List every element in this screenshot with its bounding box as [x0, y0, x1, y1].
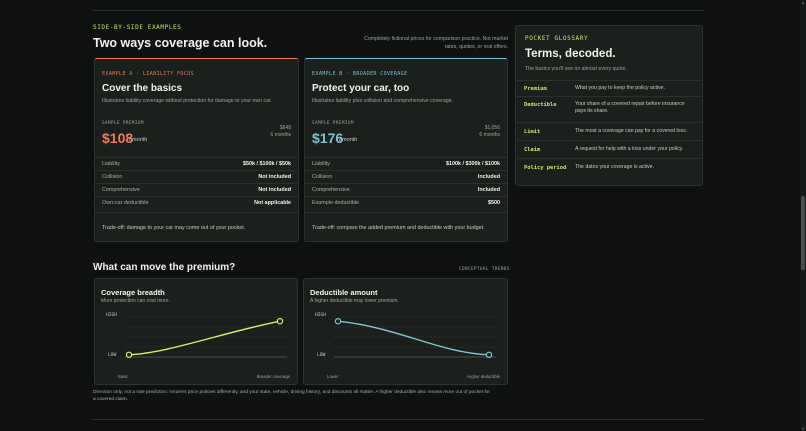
- glossary-item: Claim A request for help with a loss und…: [516, 140, 702, 158]
- premium-footnote: Direction only, not a rate prediction: i…: [93, 390, 490, 402]
- glossary-item: Limit The most a coverage can pay for a …: [516, 122, 702, 139]
- six-month-total: $648 6 months: [270, 125, 291, 138]
- card-tag: EXAMPLE A · LIABILITY FOCUS: [102, 71, 195, 77]
- price-period: / month: [339, 137, 358, 143]
- trend-start-point: [334, 318, 342, 325]
- y-axis-low-label: LOW: [317, 353, 326, 358]
- glossary-title: Terms, decoded.: [525, 48, 616, 60]
- glossary-definition: What you pay to keep the policy active.: [575, 85, 665, 91]
- top-divider: [93, 10, 704, 11]
- x-axis-end-label: Broader coverage: [256, 374, 290, 379]
- trend-plot: [125, 316, 287, 359]
- premium-section-title: What can move the premium?: [93, 262, 236, 273]
- card-subtitle: Illustrates liability plus collision and…: [312, 98, 453, 104]
- pocket-glossary: POCKET GLOSSARY Terms, decoded. The basi…: [515, 25, 703, 186]
- chart-title: Deductible amount: [310, 288, 378, 297]
- glossary-eyebrow: POCKET GLOSSARY: [525, 35, 589, 42]
- trend-end-point: [276, 318, 284, 325]
- monthly-price: $176: [312, 130, 344, 146]
- x-axis-start-label: Basic: [118, 374, 129, 379]
- card-subtitle: Illustrates liability coverage without p…: [102, 98, 272, 104]
- glossary-item: Premium What you pay to keep the policy …: [516, 80, 702, 96]
- price-period: / month: [129, 137, 148, 143]
- glossary-item: Policy period The dates your coverage is…: [516, 158, 702, 176]
- coverage-row: Example deductible $500: [305, 196, 507, 209]
- x-axis-end-label: Higher deductible: [467, 374, 500, 379]
- scroll-down-icon[interactable]: ▼: [801, 426, 805, 431]
- coverage-row: Comprehensive Not included: [95, 183, 298, 196]
- glossary-definition: The dates your coverage is active.: [575, 164, 655, 170]
- conceptual-trends-tag: CONCEPTUAL TRENDS: [459, 267, 510, 272]
- glossary-term: Premium: [524, 86, 547, 92]
- card-divider: [95, 212, 298, 213]
- card-title: Cover the basics: [102, 83, 183, 94]
- card-title: Protect your car, too: [312, 83, 410, 94]
- trade-off-note: Trade-off: damage to your car may come o…: [102, 225, 246, 231]
- trend-line: [128, 320, 281, 356]
- y-axis-high-label: HIGH: [315, 313, 327, 318]
- card-divider: [305, 212, 507, 213]
- coverage-row: Liability $50k / $100k / $50k: [95, 157, 298, 170]
- chart-title: Coverage breadth: [101, 288, 165, 297]
- scrollbar-thumb[interactable]: [801, 196, 805, 270]
- coverage-row: Liability $100k / $300k / $100k: [305, 157, 507, 170]
- trend-plot: [334, 316, 496, 359]
- coverage-row: Comprehensive Included: [305, 183, 507, 196]
- glossary-definition: Your share of a covered repair before in…: [575, 101, 685, 114]
- premium-label: SAMPLE PREMIUM: [102, 121, 144, 126]
- glossary-term: Policy period: [524, 165, 567, 171]
- trade-off-note: Trade-off: compare the added premium and…: [312, 225, 485, 231]
- glossary-definition: A request for help with a loss under you…: [575, 146, 684, 152]
- premium-label: SAMPLE PREMIUM: [312, 121, 354, 126]
- glossary-term: Limit: [524, 129, 541, 135]
- glossary-term: Deductible: [524, 102, 557, 108]
- y-axis-high-label: HIGH: [106, 313, 118, 318]
- section-eyebrow: SIDE-BY-SIDE EXAMPLES: [93, 24, 182, 31]
- trend-start-point: [125, 351, 133, 359]
- six-month-total: $1,056 6 months: [479, 125, 500, 138]
- chart-subtitle: More protection can cost more.: [101, 298, 170, 304]
- deductible-amount-chart: Deductible amount A higher deductible ma…: [303, 278, 508, 385]
- trend-end-point: [485, 351, 493, 359]
- glossary-term: Claim: [524, 147, 541, 153]
- coverage-row: Own-car deductible Not applicable: [95, 196, 298, 209]
- x-axis-start-label: Lower: [327, 374, 339, 379]
- coverage-row: Collision Included: [305, 170, 507, 183]
- scroll-up-icon[interactable]: ▲: [801, 0, 805, 5]
- bottom-divider: [93, 419, 704, 420]
- section-title: Two ways coverage can look.: [93, 36, 268, 50]
- coverage-breadth-chart: Coverage breadth More protection can cos…: [94, 278, 298, 385]
- monthly-price: $108: [102, 130, 134, 146]
- glossary-subtitle: The basics you'll see on almost every qu…: [525, 66, 627, 72]
- trend-line: [337, 320, 490, 356]
- example-card-a: EXAMPLE A · LIABILITY FOCUS Cover the ba…: [94, 58, 299, 242]
- card-tag: EXAMPLE B · BROADER COVERAGE: [312, 71, 408, 77]
- glossary-item: Deductible Your share of a covered repai…: [516, 96, 702, 121]
- glossary-definition: The most a coverage can pay for a covere…: [575, 128, 688, 134]
- y-axis-low-label: LOW: [108, 353, 117, 358]
- coverage-row: Collision Not included: [95, 170, 298, 183]
- chart-subtitle: A higher deductible may lower premium.: [310, 298, 399, 304]
- page-scrollbar[interactable]: ▲ ▼: [800, 0, 806, 431]
- price-disclaimer: Completely fictional prices for comparis…: [364, 36, 508, 50]
- example-card-b: EXAMPLE B · BROADER COVERAGE Protect you…: [304, 58, 508, 242]
